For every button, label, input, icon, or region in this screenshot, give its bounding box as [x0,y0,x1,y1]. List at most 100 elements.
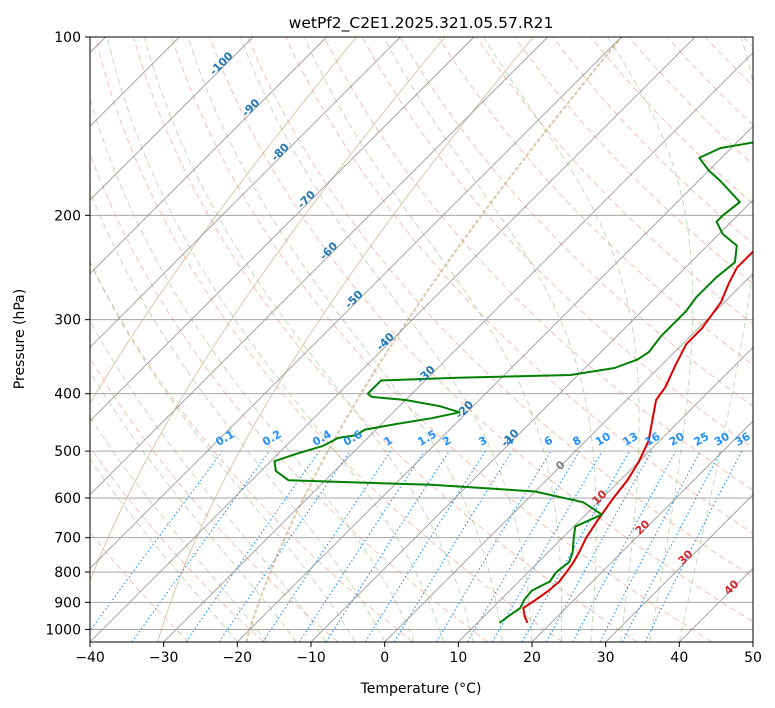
moist-adiabat-line [90,190,386,642]
mixing-ratio-line [90,450,223,632]
theta-e-label: 20 [633,517,653,537]
y-tick-label: 300 [54,313,81,329]
axis-ticks: −40 −30 −20 −10 0 10 20 30 40 5010020030040050060… [45,30,762,666]
isotherm-line [458,346,753,642]
y-tick-label: 400 [54,387,81,403]
series-group [273,141,753,624]
isotherm-label: -60 [317,239,340,262]
mixing-ratio-line [325,450,450,642]
mixing-ratio-line [218,450,351,642]
moist-adiabat-line [678,37,753,642]
isotherm-label: -90 [239,96,262,119]
moist-adiabat-line [90,416,268,642]
theta-e-label: 10 [590,487,610,507]
mixing-ratio-label: 2 [440,434,453,449]
mixing-ratio-label: 13 [620,430,640,449]
dry-adiabat-line [209,37,753,623]
y-tick-label: 1000 [45,622,81,638]
isotherm-line [90,37,401,348]
x-tick-label: −30 [149,650,179,666]
isotherm-label: -70 [295,188,318,211]
mixing-ratio-line [131,450,270,642]
y-tick-label: 900 [54,595,81,611]
y-tick-label: 600 [54,491,81,507]
mixing-ratio-label: 36 [733,430,753,449]
x-tick-label: −20 [223,650,253,666]
moist-adiabat-line [483,37,640,642]
theta-curve-line [245,37,623,642]
y-tick-label: 500 [54,444,81,460]
dry-adiabat-line [132,37,638,642]
isotherm-line [384,273,753,642]
dry-adiabat-line [90,356,339,642]
x-tick-label: 30 [597,650,615,666]
dry-adiabat-line [476,37,753,325]
mixing-ratio-line [572,450,677,642]
isotherm-line [310,199,753,642]
theta-curve-line [90,37,446,583]
dry-adiabat-line [171,37,712,642]
isotherm-label: -100 [207,49,236,78]
isotherm-line [752,641,753,642]
isotherm-line [531,420,753,642]
moist-adiabat-line [106,37,445,642]
mixing-ratio-label: 0.1 [213,428,236,449]
mixing-ratio-label: 3 [476,434,489,449]
x-tick-label: 40 [670,650,688,666]
mixing-ratio-line [298,450,425,642]
mixing-ratio-line [185,450,320,642]
isotherm-line [163,52,753,642]
line-labels: 0.1 0.2 0.4 0.6 1 1.5 2 3 4 6 8 10 13 16 20 25 30 36-100-… [207,49,753,597]
x-tick-label: 10 [449,650,467,666]
temperature-series-line [522,250,753,624]
mixing-ratio-label: 0.6 [341,428,365,449]
moist-adiabat-line [143,37,474,642]
mixing-ratio-label: 25 [692,430,712,449]
x-axis-label: Temperature (°C) [360,681,482,697]
isotherm-label: -10 [498,426,521,449]
y-tick-label: 100 [54,30,81,46]
y-tick-label: 200 [54,208,81,224]
isotherm-line [237,125,753,642]
dry-adiabat-line [90,152,488,642]
moist-adiabat-line [90,458,238,642]
x-tick-label: −10 [296,650,326,666]
dry-adiabat-line [94,37,563,642]
mixing-ratio-line [393,450,513,642]
dry-adiabat-line [90,531,190,642]
chart-title: wetPf2_C2E1.2025.321.05.57.R21 [289,14,554,33]
y-axis-label: Pressure (hPa) [12,289,28,389]
x-tick-label: 50 [744,650,762,666]
mixing-ratio-line [644,450,743,642]
moist-adiabat-line [607,37,694,642]
y-tick-label: 700 [54,531,81,547]
mixing-ratio-label: 1 [382,434,395,449]
mixing-ratio-label: 1.5 [415,428,438,449]
mixing-ratio-line [599,450,701,642]
theta-e-label: 40 [722,577,742,597]
mixing-ratio-line [262,450,392,642]
isotherm-line [90,37,696,642]
moist-adiabat-line [383,37,597,642]
moist-adiabat-line [90,370,297,642]
dry-adiabat-line [90,261,414,642]
isotherm-label: -80 [269,140,292,163]
mixing-ratio-label: 10 [593,430,613,449]
isotherm-line [90,37,548,496]
theta-e-label: 30 [676,547,696,567]
moist-adiabat-line [239,37,533,642]
dry-adiabat-line [90,446,264,642]
dry-adiabat-line [399,37,753,407]
mixing-ratio-label: 8 [570,434,583,449]
dry-adiabat-line [438,37,753,366]
moist-adiabat-line [90,319,327,642]
moist-adiabat-line [187,37,503,642]
mixing-ratio-line [545,450,653,642]
mixing-ratio-label: 30 [712,430,732,449]
grid [90,37,753,642]
mixing-ratio-line [364,450,486,642]
isotherm-line [605,494,753,642]
moist-adiabat-line [303,37,563,642]
mixing-ratio-line [521,450,630,642]
